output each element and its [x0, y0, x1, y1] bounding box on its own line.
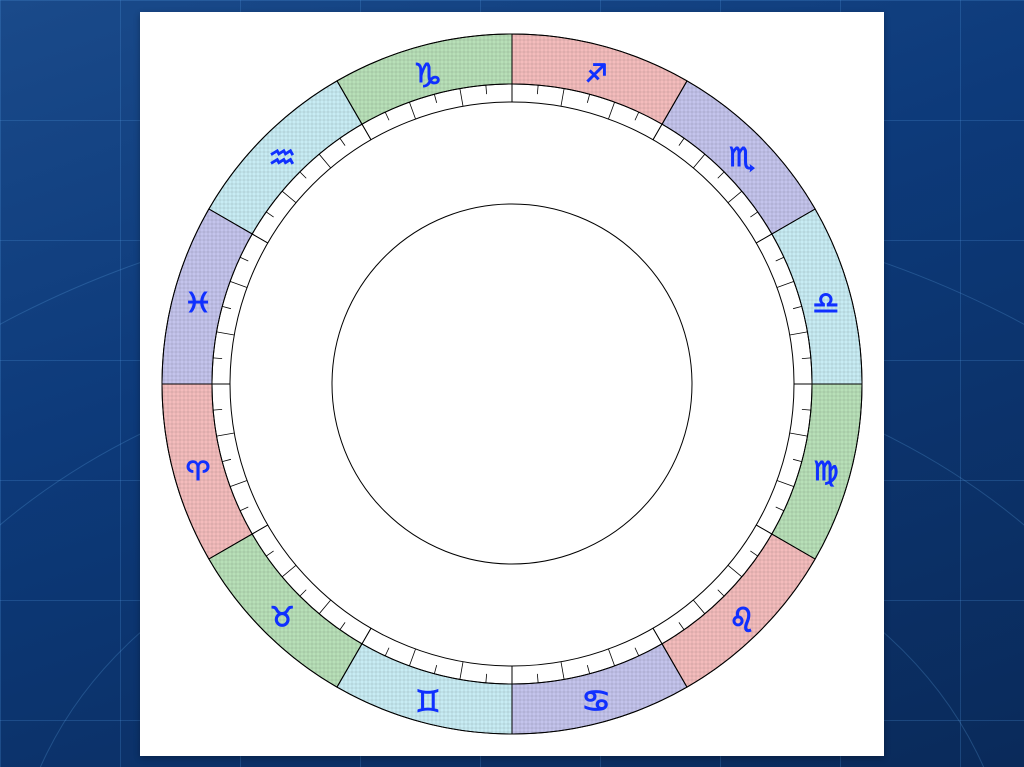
- zodiac-ring-hatch: [162, 34, 862, 734]
- cancer-glyph-icon: ♋: [583, 669, 609, 726]
- zodiac-wheel: ♈ ♉ ♊ ♋ ♌ ♍ ♎ ♏ ♐ ♑ ♒ ♓: [140, 12, 884, 756]
- scorpio-glyph-icon: ♏: [729, 126, 756, 183]
- aquarius-glyph-icon: ♒: [269, 126, 295, 183]
- libra-glyph-icon: ♎: [813, 271, 839, 328]
- taurus-glyph-icon: ♉: [270, 585, 294, 642]
- zodiac-glyphs: ♈ ♉ ♊ ♋ ♌ ♍ ♎ ♏ ♐ ♑ ♒ ♓: [185, 42, 839, 727]
- degree-ticks: [212, 84, 812, 684]
- sagittarius-glyph-icon: ♐: [585, 42, 607, 99]
- chart-panel: ♈ ♉ ♊ ♋ ♌ ♍ ♎ ♏ ♐ ♑ ♒ ♓: [140, 12, 884, 756]
- slide-background: ♈ ♉ ♊ ♋ ♌ ♍ ♎ ♏ ♐ ♑ ♒ ♓: [0, 0, 1024, 767]
- pisces-glyph-icon: ♓: [187, 271, 210, 328]
- gemini-glyph-icon: ♊: [416, 669, 440, 726]
- leo-glyph-icon: ♌: [731, 585, 752, 642]
- virgo-glyph-icon: ♍: [813, 440, 838, 497]
- capricorn-glyph-icon: ♑: [414, 42, 441, 99]
- aries-glyph-icon: ♈: [185, 440, 211, 497]
